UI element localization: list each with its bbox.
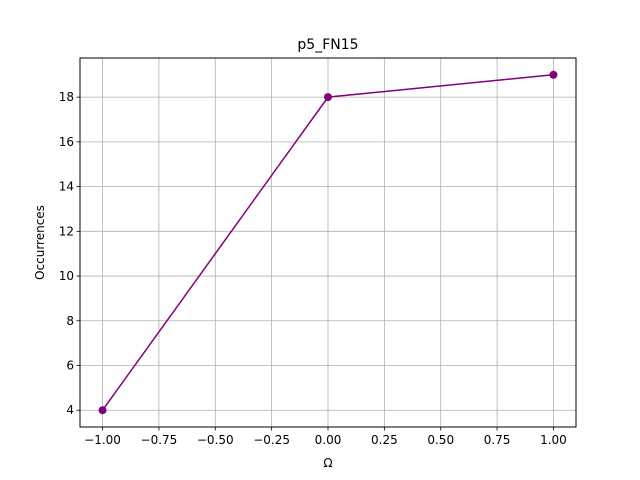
y-axis-label: Occurrences	[33, 205, 47, 280]
x-tick-label: 0.25	[371, 433, 398, 447]
y-tick-label: 4	[66, 403, 74, 417]
x-tick-label: 1.00	[540, 433, 567, 447]
x-tick-label: 0.50	[427, 433, 454, 447]
data-point	[98, 406, 107, 415]
x-tick-label: 0.75	[484, 433, 511, 447]
x-tick-label: −0.25	[253, 433, 290, 447]
y-tick-label: 10	[59, 269, 74, 283]
series	[98, 70, 558, 415]
x-tick-label: −1.00	[84, 433, 121, 447]
data-point	[324, 93, 332, 102]
y-tick-label: 16	[59, 135, 74, 149]
x-axis-label: Ω	[323, 456, 332, 470]
y-tick-label: 14	[59, 180, 74, 194]
x-tick-label: −0.75	[141, 433, 178, 447]
y-tick-label: 18	[59, 90, 74, 104]
y-tick-label: 6	[66, 359, 74, 373]
ticks: −1.00 −0.75 −0.50 −0.25 0.00 0.25 0.50 0.75 1.00…	[59, 90, 567, 447]
chart-title: p5_FN15	[297, 37, 358, 53]
x-tick-label: 0.00	[315, 433, 342, 447]
data-point	[549, 70, 558, 79]
y-tick-label: 12	[59, 224, 74, 238]
x-tick-label: −0.50	[197, 433, 234, 447]
y-tick-label: 8	[66, 314, 74, 328]
